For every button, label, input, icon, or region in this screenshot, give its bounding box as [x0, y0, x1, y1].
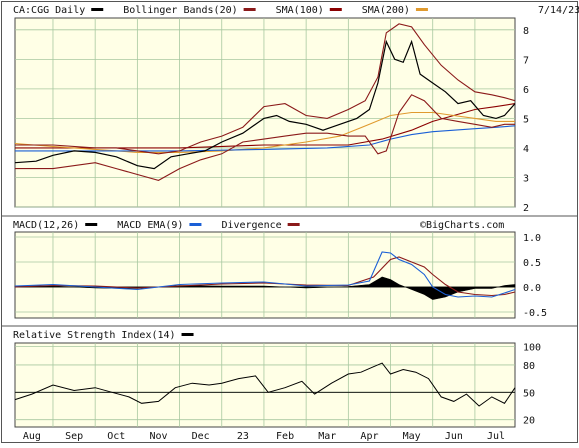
- rsi-legend-swatch: [181, 333, 194, 336]
- macd-ytick-label: -0.5: [523, 308, 547, 319]
- x-tick-label: Sep: [65, 431, 83, 442]
- bollinger-lower-line: [15, 94, 515, 181]
- price-ytick-label: 5: [523, 114, 529, 125]
- macd-ytick-label: 1.0: [523, 233, 541, 244]
- price-ytick-label: 7: [523, 55, 529, 66]
- macd-legend-label: Divergence: [221, 220, 281, 231]
- x-tick-label: Jun: [445, 431, 463, 442]
- x-tick-label: Apr: [360, 431, 378, 442]
- rsi-ytick-label: 80: [523, 361, 535, 372]
- price-legend-swatch: [415, 8, 428, 11]
- rsi-ytick-label: 50: [523, 388, 535, 399]
- x-tick-label: Feb: [276, 431, 294, 442]
- x-tick-label: May: [403, 431, 421, 442]
- price-legend-label: SMA(200): [362, 5, 410, 16]
- price-ytick-label: 8: [523, 26, 529, 37]
- macd-line: [14, 251, 516, 298]
- macd-legend-swatch: [189, 223, 202, 226]
- x-tick-label: Oct: [107, 431, 125, 442]
- x-tick-label: 23: [237, 431, 249, 442]
- price-line: [14, 39, 516, 170]
- rsi-ytick-label: 100: [523, 343, 541, 354]
- rsi-ytick-label: 20: [523, 416, 535, 427]
- bollinger-upper-line: [15, 23, 516, 155]
- price-legend-label: Bollinger Bands(20): [123, 5, 237, 16]
- price-ytick-label: 4: [523, 144, 529, 155]
- macd-ytick-label: 0.5: [523, 258, 541, 269]
- price-ytick-label: 6: [523, 85, 529, 96]
- price-legend-label: CA:CGG Daily: [13, 5, 85, 16]
- macd-legend-swatch: [85, 223, 98, 226]
- price-legend-label: SMA(100): [276, 5, 324, 16]
- price-plot-area: [14, 17, 516, 208]
- macd-legend-label: MACD EMA(9): [117, 220, 183, 231]
- watermark-label: ©BigCharts.com: [420, 220, 504, 231]
- x-tick-label: Aug: [23, 431, 41, 442]
- x-tick-label: Dec: [192, 431, 210, 442]
- x-tick-label: Mar: [318, 431, 336, 442]
- macd-legend-swatch: [287, 223, 300, 226]
- x-tick-label: Jul: [487, 431, 505, 442]
- price-legend-swatch: [243, 8, 256, 11]
- price-ytick-label: 2: [523, 203, 529, 214]
- macd-legend-label: MACD(12,26): [13, 220, 79, 231]
- rsi-legend-label: Relative Strength Index(14): [13, 330, 176, 341]
- x-tick-label: Nov: [149, 431, 167, 442]
- macd-ytick-label: 0.0: [523, 283, 541, 294]
- rsi-plot-area: [14, 342, 516, 428]
- macd-plot-area: [14, 231, 516, 319]
- price-legend-swatch: [91, 8, 104, 11]
- price-ytick-label: 3: [523, 173, 529, 184]
- chart-date: 7/14/23: [538, 5, 579, 16]
- rsi-line: [14, 362, 516, 407]
- price-legend-swatch: [329, 8, 342, 11]
